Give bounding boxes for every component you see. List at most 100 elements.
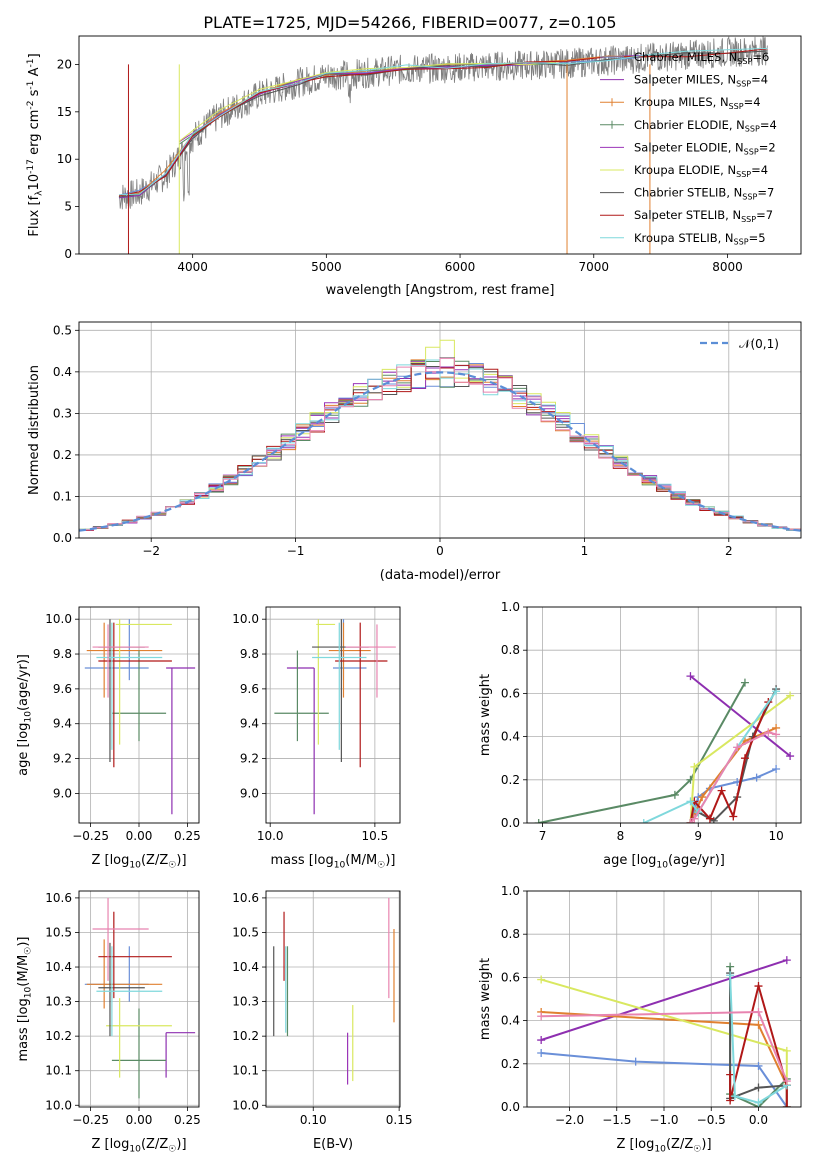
gaussian-curve bbox=[79, 371, 801, 532]
mass_weight_vs_Z-axes: −2.0 −1.5 −1.0 −0.5 0.0 0.0 0.2 0.4 0.6 0.8 1.0 Z [… bbox=[478, 884, 802, 1154]
y-tick-label: 10.0 bbox=[45, 612, 72, 626]
x-tick-label: −0.25 bbox=[72, 1113, 109, 1127]
y-tick-label: 0.5 bbox=[53, 323, 72, 337]
x-axis-label: Z [log10(Z/Z☉)] bbox=[91, 853, 186, 870]
y-tick-label: 10.0 bbox=[232, 612, 259, 626]
x-tick-label: −1.0 bbox=[649, 1113, 678, 1127]
y-tick-label: 15 bbox=[57, 105, 72, 119]
y-tick-label: 20 bbox=[57, 57, 72, 71]
mass-weight-marker bbox=[733, 743, 742, 752]
y-tick-label: 0.0 bbox=[53, 531, 72, 545]
y-tick-label: 10 bbox=[57, 152, 72, 166]
x-axis-label: Z [log10(Z/Z☉)] bbox=[616, 1137, 711, 1154]
mass-weight-marker bbox=[698, 793, 707, 802]
plot-area bbox=[79, 339, 801, 532]
x-tick-label: 0.25 bbox=[174, 1113, 201, 1127]
mass-weight-marker bbox=[690, 762, 699, 771]
mass-weight-marker bbox=[752, 773, 761, 782]
y-tick-label: 0.4 bbox=[501, 1014, 520, 1028]
y-tick-label: 10.4 bbox=[45, 960, 72, 974]
mass-weight-marker bbox=[730, 1092, 739, 1101]
y-tick-label: 0.3 bbox=[53, 406, 72, 420]
y-tick-label: 9.2 bbox=[240, 752, 259, 766]
legend-label-3: Chabrier ELODIE, NSSP=4 bbox=[634, 118, 777, 134]
spectrum-axes: 4000 5000 6000 7000 8000 0 5 10 15 20 PLATE=1725, … bbox=[26, 13, 802, 298]
mass-weight-marker bbox=[537, 1049, 546, 1057]
model-series-line bbox=[119, 47, 768, 196]
axes-frame bbox=[265, 606, 401, 824]
y-tick-label: 0.2 bbox=[53, 448, 72, 462]
y-tick-label: 10.0 bbox=[232, 1098, 259, 1112]
x-tick-label: 0.15 bbox=[386, 1113, 413, 1127]
mass_vs_ebv-axes: 0.10 0.15 10.0 10.1 10.2 10.3 10.4 10.5 10.6 E(B-… bbox=[232, 890, 413, 1152]
x-tick-label: 0.25 bbox=[174, 829, 201, 843]
mass-weight-marker bbox=[537, 1012, 546, 1021]
mass-weight-line bbox=[689, 694, 791, 823]
mass-weight-line bbox=[540, 959, 788, 1041]
legend-label-2: Kroupa MILES, NSSP=4 bbox=[634, 95, 761, 111]
x-tick-label: 9 bbox=[694, 829, 702, 843]
x-tick-label: 6000 bbox=[445, 260, 476, 274]
y-tick-label: 9.6 bbox=[240, 682, 259, 696]
y-tick-label: 0.8 bbox=[501, 927, 520, 941]
mass-weight-marker bbox=[772, 730, 781, 739]
mass-weight-marker bbox=[717, 786, 726, 795]
x-axis-label: (data-model)/error bbox=[380, 568, 501, 583]
histogram-series bbox=[79, 357, 801, 531]
legend-label-5: Kroupa ELODIE, NSSP=4 bbox=[634, 163, 768, 179]
x-tick-label: −2.0 bbox=[555, 1113, 584, 1127]
y-tick-label: 9.0 bbox=[240, 786, 259, 800]
mass-weight-marker bbox=[772, 765, 781, 773]
x-tick-label: 0.00 bbox=[126, 829, 153, 843]
x-axis-label: wavelength [Angstrom, rest frame] bbox=[326, 283, 555, 298]
x-tick-label: −2 bbox=[142, 544, 160, 558]
mass-weight-marker bbox=[754, 1098, 763, 1107]
y-axis-label: Normed distribution bbox=[27, 365, 42, 495]
y-tick-label: 9.6 bbox=[53, 682, 72, 696]
x-tick-label: −0.5 bbox=[697, 1113, 726, 1127]
x-tick-label: 5000 bbox=[311, 260, 342, 274]
mass-weight-marker bbox=[782, 1077, 791, 1086]
y-tick-label: 10.1 bbox=[45, 1064, 72, 1078]
axes-frame bbox=[78, 35, 802, 255]
y-tick-label: 10.5 bbox=[45, 925, 72, 939]
mass-weight-marker bbox=[754, 1083, 763, 1092]
x-tick-label: 7000 bbox=[578, 260, 609, 274]
y-tick-label: 0.4 bbox=[53, 365, 72, 379]
x-tick-label: 10 bbox=[768, 829, 783, 843]
mass-weight-marker bbox=[782, 956, 791, 965]
y-tick-label: 1.0 bbox=[501, 600, 520, 614]
y-tick-label: 0.6 bbox=[501, 970, 520, 984]
plot-area bbox=[274, 619, 396, 815]
mass-weight-marker bbox=[740, 754, 749, 763]
mass-weight-marker bbox=[705, 814, 714, 823]
y-tick-label: 10.2 bbox=[45, 1029, 72, 1043]
mass-weight-marker bbox=[631, 1057, 640, 1066]
y-tick-label: 9.4 bbox=[53, 717, 72, 731]
y-tick-label: 0.2 bbox=[501, 773, 520, 787]
y-tick-label: 5 bbox=[64, 200, 72, 214]
mass-weight-marker bbox=[726, 971, 735, 980]
y-tick-label: 0.1 bbox=[53, 489, 72, 503]
mass-weight-marker bbox=[754, 982, 763, 991]
y-tick-label: 0.6 bbox=[501, 686, 520, 700]
x-axis-label: mass [log10(M/M☉)] bbox=[271, 853, 396, 870]
mass-weight-marker bbox=[639, 819, 648, 823]
legend-label-8: Kroupa STELIB, NSSP=5 bbox=[634, 231, 766, 247]
y-axis-label: mass weight bbox=[478, 674, 493, 756]
axes-frame bbox=[265, 890, 401, 1108]
x-tick-label: 4000 bbox=[177, 260, 208, 274]
mass-weight-marker bbox=[686, 819, 695, 823]
x-tick-label: 1 bbox=[581, 544, 589, 558]
mass-weight-marker bbox=[726, 1096, 735, 1105]
mass-weight-marker bbox=[690, 814, 699, 823]
y-tick-label: 10.3 bbox=[45, 995, 72, 1009]
y-tick-label: 0.0 bbox=[501, 816, 520, 830]
y-tick-label: 10.1 bbox=[232, 1064, 259, 1078]
x-tick-label: 0.0 bbox=[749, 1113, 768, 1127]
plot-area bbox=[534, 672, 795, 823]
x-axis-label: E(B-V) bbox=[313, 1137, 353, 1152]
y-tick-label: 10.4 bbox=[232, 960, 259, 974]
x-axis-label: Z [log10(Z/Z☉)] bbox=[91, 1137, 186, 1154]
